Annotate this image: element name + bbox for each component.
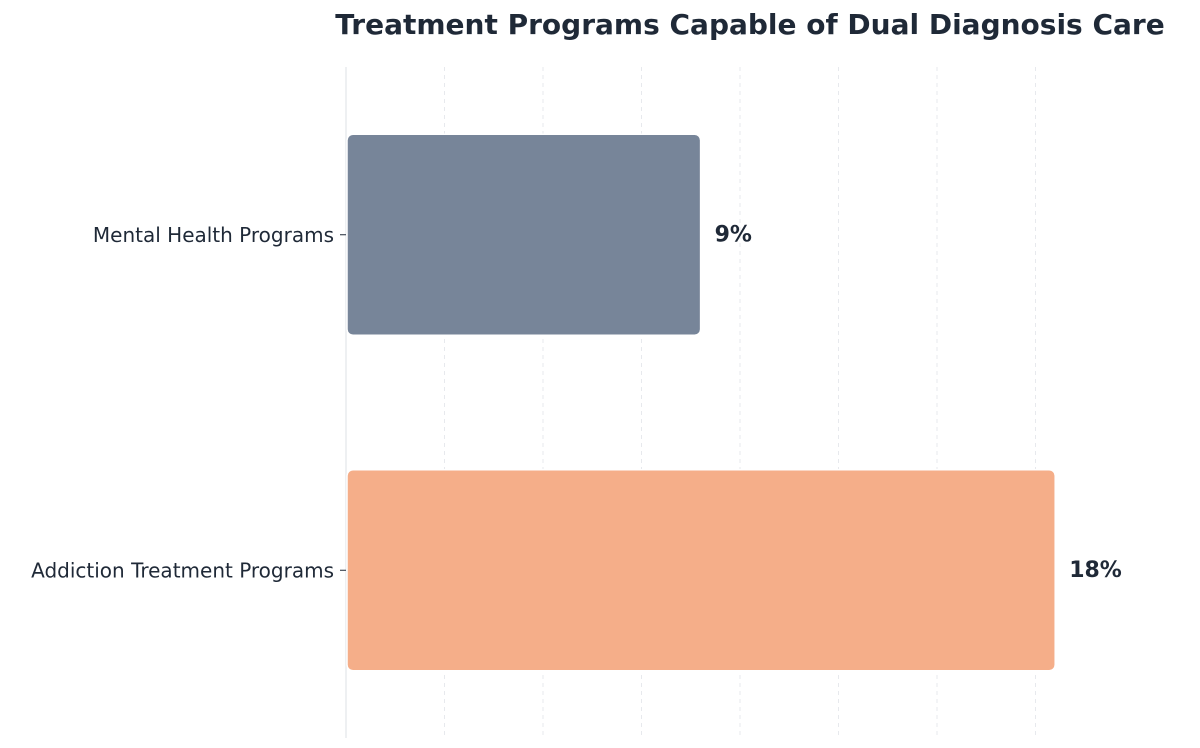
- bar: [346, 133, 702, 336]
- data-label: 18%: [1069, 558, 1122, 583]
- y-tick-label: Mental Health Programs: [93, 223, 334, 247]
- chart-title: Treatment Programs Capable of Dual Diagn…: [335, 8, 1164, 41]
- labels: Mental Health Programs 9% Addiction Treatm…: [31, 222, 1122, 583]
- y-tick-label: Addiction Treatment Programs: [31, 558, 334, 582]
- bars: [346, 133, 1056, 672]
- data-label: 9%: [715, 222, 752, 247]
- bar: [346, 469, 1056, 672]
